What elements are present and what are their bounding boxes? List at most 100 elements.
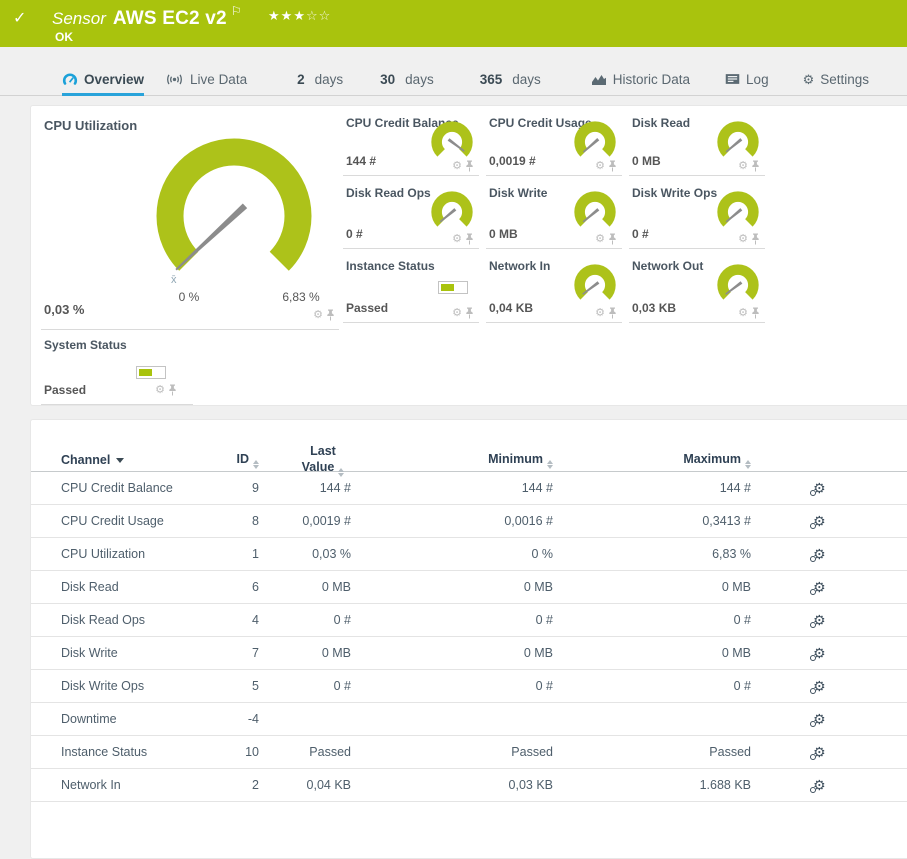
channel-settings-icon[interactable]: ⚙ xyxy=(810,481,826,496)
gear-icon: ⚙ xyxy=(802,71,815,87)
tab-overview[interactable]: Overview xyxy=(62,65,145,96)
sensor-status-badge: OK xyxy=(55,30,73,44)
tab-log[interactable]: Log xyxy=(725,65,769,96)
pin-icon[interactable] xyxy=(608,307,617,319)
mini-gauge xyxy=(574,121,616,157)
tab-settings[interactable]: ⚙ Settings xyxy=(803,65,869,96)
gauge-tile-disk-write[interactable]: Disk Write 0 MB ⚙ xyxy=(486,176,622,249)
gauge-tile-instance-status[interactable]: Instance Status Passed ⚙ xyxy=(343,249,479,323)
gauge-tile-system-status[interactable]: System Status Passed ⚙ xyxy=(41,336,193,405)
tile-title: Network Out xyxy=(632,259,704,273)
channel-id: 1 xyxy=(252,547,259,561)
log-icon xyxy=(725,74,740,84)
gauge-max-label: 6,83 % xyxy=(282,290,320,304)
tab-strip: Overview Live Data 2 days 30 days 365 da… xyxy=(0,47,907,96)
pin-icon[interactable] xyxy=(751,307,760,319)
pin-icon[interactable] xyxy=(751,233,760,245)
tab-label: days xyxy=(512,71,541,87)
gear-icon[interactable]: ⚙ xyxy=(155,383,165,396)
table-row: Disk Read Ops 4 0 # 0 # 0 # ⚙ xyxy=(31,604,907,637)
pin-icon[interactable] xyxy=(326,309,335,321)
maximum-value: 0 MB xyxy=(721,580,751,594)
pin-icon[interactable] xyxy=(465,307,474,319)
gauge-tile-cpu-utilization[interactable]: CPU Utilization x̄ 0 % 6,83 % 0,03 % ⚙ xyxy=(41,106,339,330)
pin-icon[interactable] xyxy=(465,160,474,172)
tab-30-days[interactable]: 30 days xyxy=(380,65,434,96)
tab-label: days xyxy=(405,71,434,87)
maximum-value: 144 # xyxy=(719,481,751,495)
tile-title: Instance Status xyxy=(346,259,435,273)
mini-gauge xyxy=(717,191,759,227)
star-rating[interactable]: ★★★☆☆ xyxy=(268,8,331,23)
gear-icon[interactable]: ⚙ xyxy=(738,159,748,172)
gear-icon[interactable]: ⚙ xyxy=(452,232,462,245)
gear-icon[interactable]: ⚙ xyxy=(595,232,605,245)
column-header-maximum[interactable]: Maximum xyxy=(553,452,751,469)
tab-live-data[interactable]: Live Data xyxy=(165,65,247,96)
tab-label: Overview xyxy=(84,71,145,87)
pin-icon[interactable] xyxy=(608,160,617,172)
channel-settings-icon[interactable]: ⚙ xyxy=(810,514,826,529)
table-row: Instance Status 10 Passed Passed Passed … xyxy=(31,736,907,769)
gear-icon[interactable]: ⚙ xyxy=(738,232,748,245)
gauge-tile-network-in[interactable]: Network In 0,04 KB ⚙ xyxy=(486,249,622,323)
tab-365-days[interactable]: 365 days xyxy=(480,65,541,96)
tile-value: 0,03 KB xyxy=(632,301,677,315)
maximum-value: 0 # xyxy=(733,613,751,627)
channel-name: CPU Credit Usage xyxy=(61,514,164,528)
tile-value: 0,04 KB xyxy=(489,301,534,315)
tile-value: 0 MB xyxy=(632,154,661,168)
caret-down-icon xyxy=(116,458,125,464)
column-header-id[interactable]: ID xyxy=(211,452,259,469)
pin-icon[interactable] xyxy=(465,233,474,245)
gear-icon[interactable]: ⚙ xyxy=(452,306,462,319)
gear-icon[interactable]: ⚙ xyxy=(738,306,748,319)
flag-icon[interactable]: ⚐ xyxy=(230,4,242,18)
sensor-header: ✓ Sensor AWS EC2 v2 ⚐ ★★★☆☆ OK xyxy=(0,0,907,47)
gauge-tile-cpu-credit-balance[interactable]: CPU Credit Balance 144 # ⚙ xyxy=(343,106,479,176)
last-value: 0,04 KB xyxy=(306,778,351,792)
channel-settings-icon[interactable]: ⚙ xyxy=(810,646,826,661)
channel-id: 10 xyxy=(245,745,259,759)
last-value: 144 # xyxy=(319,481,351,495)
channel-settings-icon[interactable]: ⚙ xyxy=(810,745,826,760)
tile-value: Passed xyxy=(44,383,87,397)
stars-filled[interactable]: ★★★ xyxy=(268,8,306,23)
stars-empty[interactable]: ☆☆ xyxy=(306,8,332,23)
tab-historic-data[interactable]: Historic Data xyxy=(591,65,690,96)
tile-title: CPU Credit Balance xyxy=(346,116,459,130)
channel-settings-icon[interactable]: ⚙ xyxy=(810,778,826,793)
pin-icon[interactable] xyxy=(608,233,617,245)
tab-label: days xyxy=(314,71,344,87)
mini-gauge xyxy=(574,191,616,227)
column-header-last-value[interactable]: Last Value xyxy=(259,444,351,477)
gear-icon[interactable]: ⚙ xyxy=(595,159,605,172)
minimum-value: 144 # xyxy=(521,481,553,495)
column-header-minimum[interactable]: Minimum xyxy=(351,452,553,469)
gauge-tile-disk-read[interactable]: Disk Read 0 MB ⚙ xyxy=(629,106,765,176)
tab-number: 30 xyxy=(380,71,396,87)
gear-icon[interactable]: ⚙ xyxy=(595,306,605,319)
pin-icon[interactable] xyxy=(168,384,177,396)
mini-gauge xyxy=(431,121,473,157)
channel-settings-icon[interactable]: ⚙ xyxy=(810,613,826,628)
pin-icon[interactable] xyxy=(751,160,760,172)
channel-settings-icon[interactable]: ⚙ xyxy=(810,679,826,694)
gauge-tile-disk-read-ops[interactable]: Disk Read Ops 0 # ⚙ xyxy=(343,176,479,249)
tile-value: 0 MB xyxy=(489,227,518,241)
status-indicator xyxy=(438,281,468,294)
last-value: 0,0019 # xyxy=(302,514,351,528)
gear-icon[interactable]: ⚙ xyxy=(452,159,462,172)
column-header-channel[interactable]: Channel xyxy=(61,453,211,467)
gauge-tile-disk-write-ops[interactable]: Disk Write Ops 0 # ⚙ xyxy=(629,176,765,249)
tab-number: 365 xyxy=(479,71,503,87)
channel-settings-icon[interactable]: ⚙ xyxy=(810,580,826,595)
gear-icon[interactable]: ⚙ xyxy=(313,308,323,321)
sort-icon xyxy=(338,467,345,477)
channel-settings-icon[interactable]: ⚙ xyxy=(810,547,826,562)
channel-settings-icon[interactable]: ⚙ xyxy=(810,712,826,727)
gauge-tile-network-out[interactable]: Network Out 0,03 KB ⚙ xyxy=(629,249,765,323)
gauge-tile-cpu-credit-usage[interactable]: CPU Credit Usage 0,0019 # ⚙ xyxy=(486,106,622,176)
table-row: Disk Write Ops 5 0 # 0 # 0 # ⚙ xyxy=(31,670,907,703)
tab-2-days[interactable]: 2 days xyxy=(297,65,343,96)
